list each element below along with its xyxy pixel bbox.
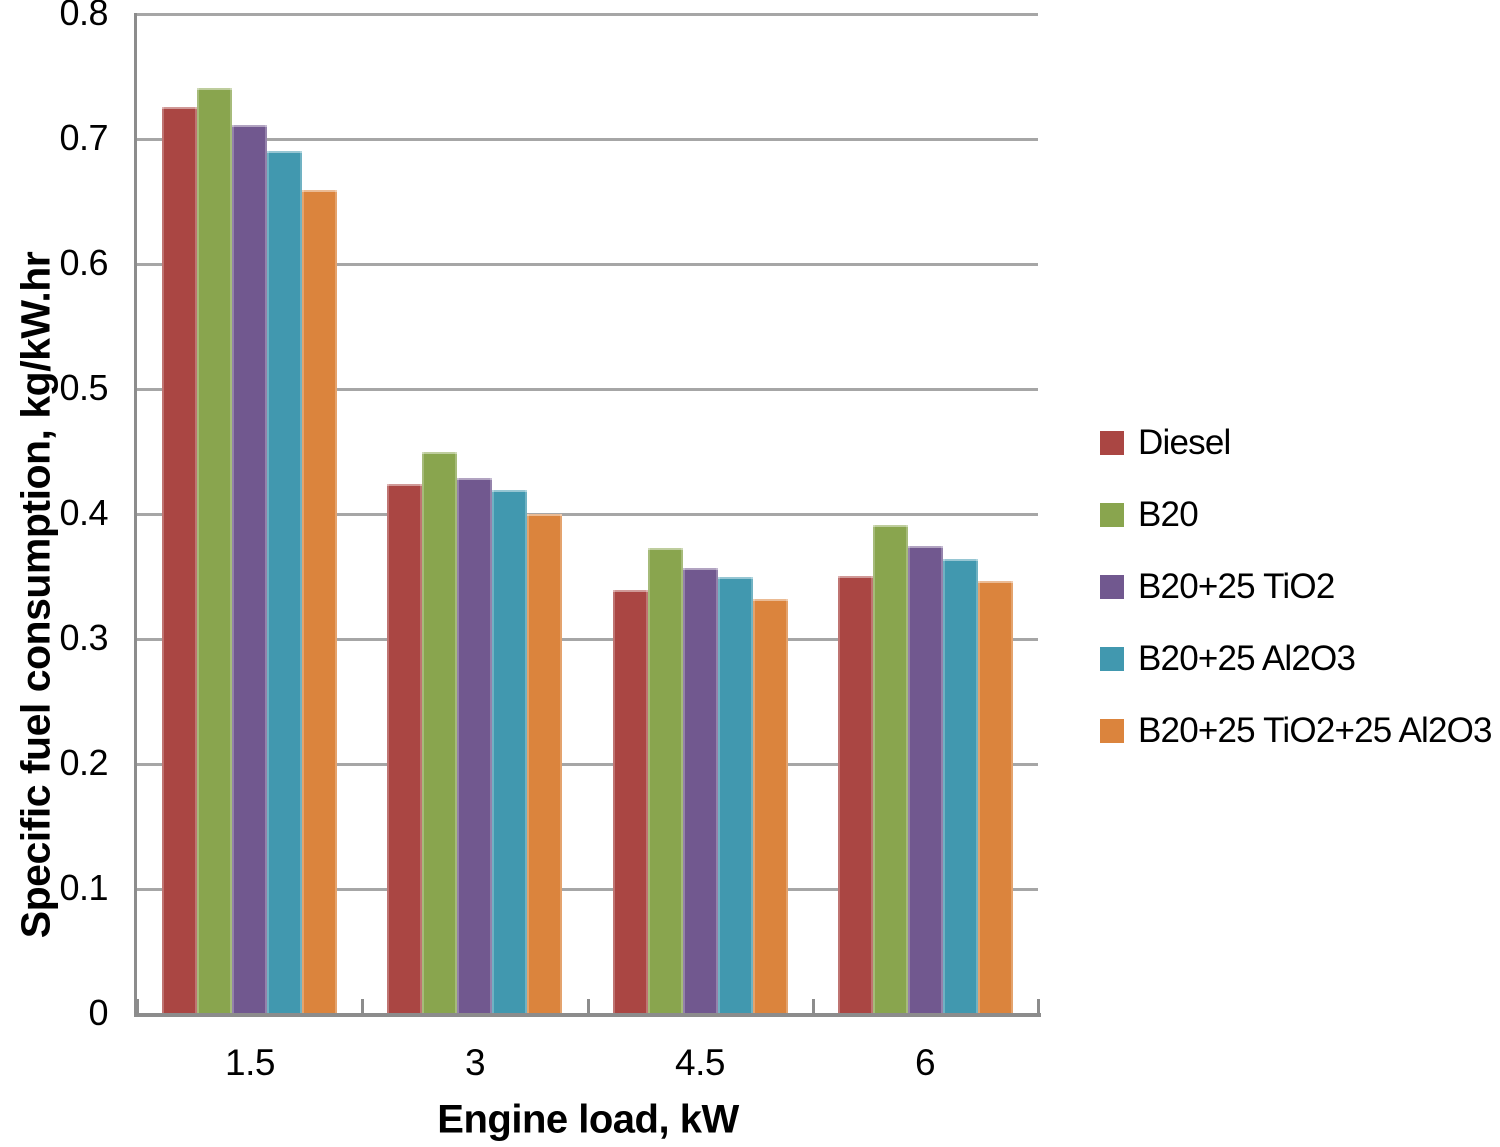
x-tick-label-6: 6 (914, 1042, 936, 1083)
legend-swatch-icon (1100, 719, 1124, 743)
bar-b20-25-al2o3-4-5 (717, 577, 753, 1013)
bar-b20-25-tio2-6 (907, 546, 943, 1013)
legend-item-b20-25-tio2: B20+25 TiO2 (1100, 551, 1492, 623)
legend: Diesel B20 B20+25 TiO2 B20+25 Al2O3 B20+25 T… (1100, 407, 1493, 767)
gridline-0.5 (137, 388, 1038, 391)
gridline-0.3 (137, 638, 1038, 641)
legend-label: B20+25 TiO2 (1138, 567, 1335, 606)
legend-swatch-icon (1100, 647, 1124, 671)
legend-swatch-icon (1100, 431, 1124, 455)
y-tick-label-0.1: 0.1 (59, 867, 108, 908)
gridline-0.8 (137, 13, 1038, 16)
bar-diesel-3 (387, 484, 423, 1013)
x-axis-title: Engine load, kW (437, 1097, 739, 1142)
x-axis-tick (361, 999, 364, 1013)
legend-label: Diesel (1138, 423, 1231, 462)
x-axis-tick (1037, 999, 1040, 1013)
legend-label: B20+25 Al2O3 (1138, 639, 1356, 678)
y-tick-label-0.6: 0.6 (59, 242, 108, 283)
bar-b20-25-tio2-4-5 (682, 568, 718, 1013)
bar-b20-25-tio2-25-al2o3-4-5 (752, 599, 788, 1013)
plot-area (134, 13, 1041, 1017)
bar-b20-1-5 (197, 88, 233, 1013)
bar-b20-25-tio2-3 (457, 478, 493, 1013)
y-axis-title: Specific fuel consumption, kg/kW.hr (12, 251, 59, 939)
gridline-0.2 (137, 763, 1038, 766)
gridline-0.4 (137, 513, 1038, 516)
bar-b20-25-tio2-1-5 (232, 125, 268, 1013)
gridline-0.1 (137, 888, 1038, 891)
y-tick-label-0.8: 0.8 (59, 0, 108, 33)
legend-item-diesel: Diesel (1100, 407, 1492, 479)
x-axis-tick (812, 999, 815, 1013)
gridline-0.7 (137, 138, 1038, 141)
bar-b20-25-tio2-25-al2o3-6 (977, 581, 1013, 1013)
y-axis-line (134, 13, 137, 1017)
bar-diesel-6 (837, 576, 873, 1013)
bar-b20-6 (872, 525, 908, 1013)
legend-item-b20-25-tio2-25-al2o3: B20+25 TiO2+25 Al2O3 (1100, 695, 1493, 767)
legend-item-b20: B20 (1100, 479, 1492, 551)
bar-b20-25-al2o3-3 (492, 490, 528, 1013)
y-tick-label-0.4: 0.4 (59, 492, 108, 533)
legend-swatch-icon (1100, 575, 1124, 599)
x-tick-label-1-5: 1.5 (225, 1042, 275, 1083)
y-tick-label-0.3: 0.3 (59, 617, 108, 658)
x-tick-label-4-5: 4.5 (675, 1042, 725, 1083)
bar-b20-3 (422, 452, 458, 1013)
bar-b20-4-5 (647, 548, 683, 1013)
y-tick-label-0.2: 0.2 (59, 742, 108, 783)
y-tick-label-0.7: 0.7 (59, 117, 108, 158)
legend-swatch-icon (1100, 503, 1124, 527)
bar-b20-25-al2o3-1-5 (267, 151, 303, 1013)
bar-b20-25-tio2-25-al2o3-3 (527, 514, 563, 1013)
bar-b20-25-tio2-25-al2o3-1-5 (302, 190, 338, 1013)
bar-b20-25-al2o3-6 (942, 559, 978, 1013)
gridline-0.6 (137, 263, 1038, 266)
x-axis-tick (587, 999, 590, 1013)
bar-diesel-1-5 (162, 107, 198, 1013)
x-tick-label-3: 3 (464, 1042, 486, 1083)
legend-item-b20-25-al2o3: B20+25 Al2O3 (1100, 623, 1492, 695)
y-tick-label-0.5: 0.5 (59, 367, 108, 408)
legend-label: B20+25 TiO2+25 Al2O3 (1138, 711, 1493, 750)
bar-diesel-4-5 (612, 590, 648, 1013)
legend-label: B20 (1138, 495, 1199, 534)
y-tick-label-0: 0 (88, 992, 108, 1033)
x-axis-tick (136, 999, 139, 1013)
x-axis-line (134, 1013, 1041, 1017)
